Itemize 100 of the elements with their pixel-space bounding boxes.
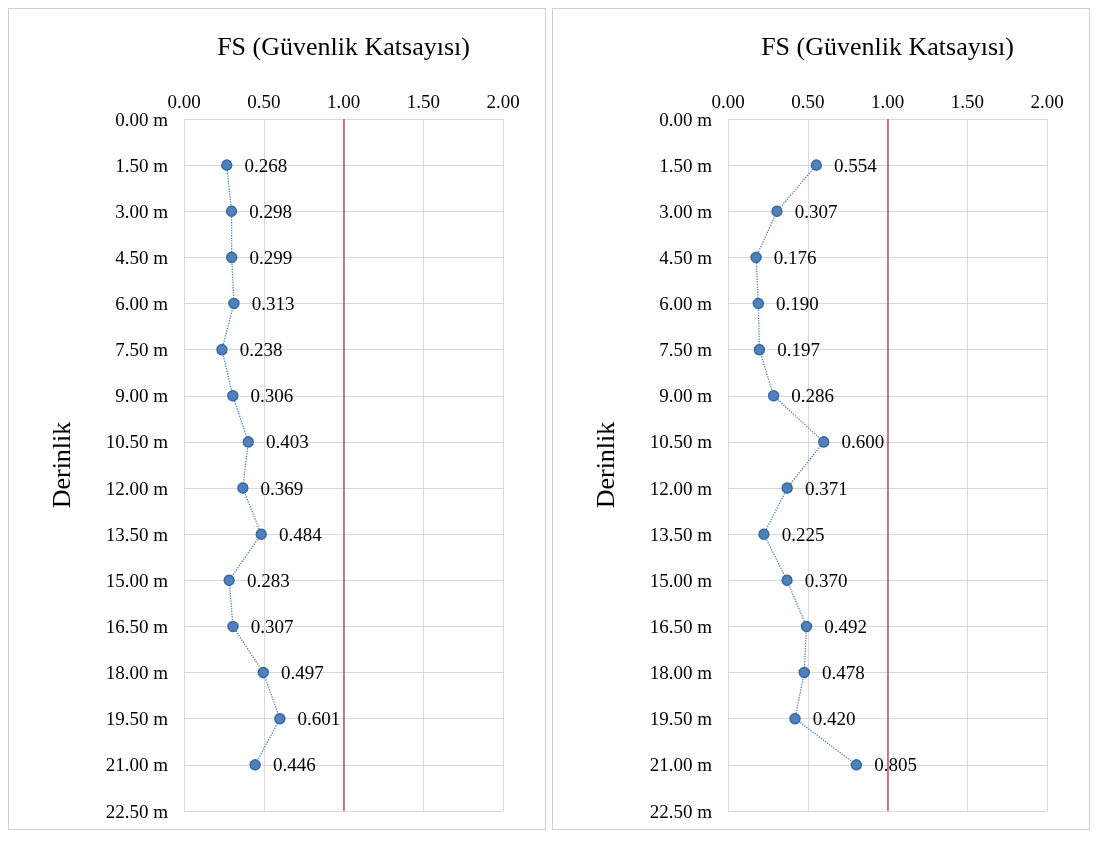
data-label: 0.197 [777,339,820,361]
point [758,528,770,540]
y-tick-label: 9.00 m [659,385,713,407]
point [225,251,238,264]
point [257,666,270,679]
x-tick-label: 1.50 [950,91,984,112]
data-label: 0.484 [278,523,323,545]
y-tick-label: 10.50 m [105,431,169,453]
point [227,620,239,633]
y-tick-label: 15.00 m [105,569,169,591]
point [237,482,249,494]
x-tick-label: 1.00 [870,91,905,112]
data-label: 0.554 [834,154,878,176]
y-tick-label: 15.00 m [649,569,713,591]
data-label: 0.306 [250,385,294,407]
data-label: 0.446 [272,754,316,776]
y-tick-label: 19.50 m [649,708,713,730]
data-label: 0.299 [249,246,293,268]
x-axis-title: FS (Güvenlik Katsayısı) [217,31,470,61]
data-label: 0.369 [260,477,304,499]
y-tick-label: 7.50 m [115,339,169,361]
y-tick-label: 0.00 m [659,108,713,130]
point [798,666,810,679]
y-tick-label: 7.50 m [659,339,713,361]
point [221,159,233,171]
data-label: 0.283 [246,569,290,591]
point [767,390,780,402]
data-label: 0.497 [281,662,324,684]
y-tick-label: 13.50 m [105,523,169,545]
y-tick-label: 12.00 m [105,477,169,499]
y-tick-label: 22.50 m [105,800,169,822]
data-label: 0.601 [297,708,341,730]
data-label: 0.238 [239,339,283,361]
point [800,620,813,633]
point [216,343,228,356]
x-tick-label: 1.00 [326,91,361,112]
x-tick-label: 2.00 [1030,91,1064,112]
point [255,528,267,540]
y-tick-label: 6.00 m [115,293,169,315]
y-tick-label: 4.50 m [659,246,713,268]
y-tick-label: 22.50 m [649,800,713,822]
point [225,205,238,218]
y-tick-label: 12.00 m [649,477,713,499]
x-tick-label: 0.00 [711,91,745,112]
y-axis-title: Derinlik [590,421,620,509]
data-label: 0.286 [791,385,835,407]
point [223,574,235,587]
y-tick-label: 3.00 m [115,200,169,222]
point [850,759,863,771]
point [274,712,286,725]
data-label: 0.478 [821,662,865,684]
data-label: 0.370 [804,569,848,591]
data-label: 0.225 [781,523,825,545]
point [817,436,830,448]
point [750,251,762,264]
data-label: 0.420 [812,708,856,730]
point [752,297,765,310]
y-tick-label: 16.50 m [649,615,713,637]
data-label: 0.313 [251,293,295,315]
point [781,482,793,494]
data-label: 0.298 [249,200,293,222]
y-tick-label: 1.50 m [115,154,169,176]
y-tick-label: 4.50 m [115,246,169,268]
y-tick-label: 13.50 m [649,523,713,545]
y-tick-label: 3.00 m [659,200,713,222]
y-tick-label: 9.00 m [115,385,169,407]
point [249,759,261,771]
y-tick-label: 19.50 m [105,708,169,730]
y-tick-label: 21.00 m [649,754,713,776]
data-label: 0.190 [776,293,819,315]
point [228,297,240,310]
data-label: 0.268 [244,154,288,176]
point [781,574,793,587]
y-tick-label: 21.00 m [105,754,169,776]
x-tick-label: 2.00 [486,91,520,112]
data-label: 0.176 [773,246,817,268]
data-label: 0.492 [824,615,867,637]
data-label: 0.307 [250,615,294,637]
data-label: 0.307 [794,200,838,222]
point [810,159,823,171]
y-tick-label: 1.50 m [659,154,713,176]
y-tick-label: 18.00 m [105,662,169,684]
x-tick-label: 0.50 [247,91,281,112]
point [771,205,783,218]
point [227,390,239,402]
x-tick-label: 1.50 [406,91,440,112]
y-axis-title: Derinlik [46,421,76,509]
data-label: 0.600 [841,431,885,453]
y-tick-label: 10.50 m [649,431,713,453]
data-label: 0.371 [804,477,848,499]
x-tick-label: 0.50 [791,91,825,112]
data-label: 0.403 [266,431,309,453]
y-tick-label: 0.00 m [115,108,169,130]
y-tick-label: 18.00 m [649,662,713,684]
y-tick-label: 16.50 m [105,615,169,637]
x-tick-label: 0.00 [167,91,201,112]
x-axis-title: FS (Güvenlik Katsayısı) [761,31,1014,61]
point [242,436,255,448]
point [753,343,766,356]
point [789,712,801,725]
